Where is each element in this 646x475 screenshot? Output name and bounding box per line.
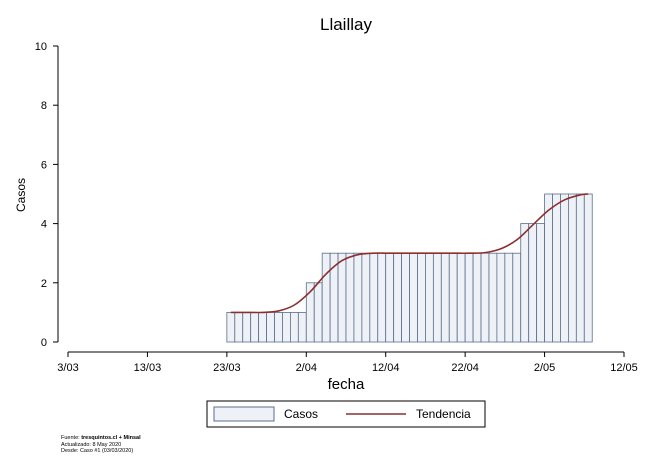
source-name: tresquintos.cl + Minsal (81, 435, 141, 441)
legend-label-tendencia: Tendencia (416, 407, 471, 421)
bar-2020-04-12 (385, 252, 395, 343)
bar-2020-03-23 (226, 311, 236, 343)
bar-2020-04-27 (504, 252, 514, 343)
bar-2020-04-17 (425, 252, 434, 343)
y-tick-label: 6 (41, 159, 47, 171)
legend: Casos Tendencia (206, 400, 486, 428)
bar-2020-04-10 (369, 252, 379, 343)
bar-2020-05-05 (568, 193, 577, 343)
bar-2020-04-29 (520, 223, 530, 343)
x-tick-label: 2/04 (296, 362, 317, 374)
bar-2020-04-16 (417, 252, 426, 343)
bar-2020-04-09 (361, 252, 371, 343)
chart-title: Llaillay (320, 15, 372, 34)
bar-2020-04-01 (297, 311, 307, 343)
bar-2020-04-06 (337, 252, 347, 343)
bar-2020-04-11 (377, 252, 387, 343)
bar-2020-04-24 (480, 252, 490, 343)
source-prefix: Fuente: (61, 435, 82, 441)
bar-2020-04-26 (496, 252, 506, 343)
bar-2020-04-08 (353, 252, 363, 343)
bar-2020-05-04 (560, 193, 569, 343)
bar-2020-04-20 (448, 252, 458, 343)
bar-2020-05-01 (536, 223, 545, 343)
y-tick-label: 8 (41, 100, 47, 112)
bar-2020-04-13 (393, 252, 403, 343)
bar-2020-05-03 (552, 193, 561, 343)
x-tick-label: 12/05 (610, 362, 638, 374)
x-tick-label: 22/04 (451, 362, 479, 374)
bar-2020-05-02 (544, 193, 553, 343)
bar-2020-04-04 (321, 252, 331, 343)
bar-2020-03-27 (258, 311, 267, 343)
since-line: Desde: Caso #1 (03/03/2020) (61, 448, 134, 454)
bar-2020-04-19 (440, 252, 450, 343)
y-tick-label: 2 (41, 278, 47, 290)
bar-2020-04-28 (512, 252, 522, 343)
bar-2020-04-07 (345, 252, 355, 343)
bar-2020-03-24 (234, 311, 244, 343)
bar-2020-04-30 (528, 223, 538, 343)
y-axis-label: Casos (14, 178, 28, 212)
bar-2020-04-14 (401, 252, 410, 343)
y-tick-label: 10 (35, 41, 47, 53)
updated-line: Actualizado: 8 May 2020 (61, 441, 122, 448)
x-tick-label: 13/03 (134, 362, 162, 374)
bar-2020-04-25 (488, 252, 498, 343)
bars-layer (226, 193, 593, 343)
x-tick-label: 2/05 (534, 362, 555, 374)
bar-2020-03-31 (289, 311, 299, 343)
bar-2020-04-22 (464, 252, 474, 343)
bar-2020-05-07 (583, 193, 593, 343)
bar-2020-03-26 (250, 311, 260, 343)
bar-2020-04-15 (409, 252, 418, 343)
bar-2020-03-29 (274, 311, 283, 343)
trend-line-layer (230, 193, 589, 314)
legend-label-casos: Casos (284, 407, 318, 421)
bar-2020-03-25 (242, 311, 252, 343)
x-tick-label: 3/03 (57, 362, 78, 374)
y-tick-label: 4 (41, 219, 47, 231)
bar-2020-03-28 (266, 311, 275, 343)
bar-2020-04-23 (472, 252, 482, 343)
x-tick-label: 12/04 (372, 362, 400, 374)
axes-layer: 0 2 4 6 8 10 3/03 13/03 23/03 2/04 12/04 22/04 2/05 1… (35, 41, 638, 374)
x-tick-label: 23/03 (213, 362, 241, 374)
bar-2020-03-30 (282, 311, 291, 343)
x-axis-label: fecha (328, 376, 365, 393)
y-tick-label: 0 (41, 337, 47, 349)
bar-2020-05-06 (575, 193, 585, 343)
bar-2020-04-03 (313, 282, 323, 343)
legend-swatch-casos (213, 406, 275, 422)
bar-2020-04-21 (456, 252, 466, 343)
trend-line (230, 193, 589, 314)
bar-2020-04-18 (432, 252, 442, 343)
source-line: Fuente: tresquintos.cl + Minsal (61, 435, 141, 442)
source-note: Fuente: tresquintos.cl + Minsal Actualiz… (61, 435, 141, 455)
